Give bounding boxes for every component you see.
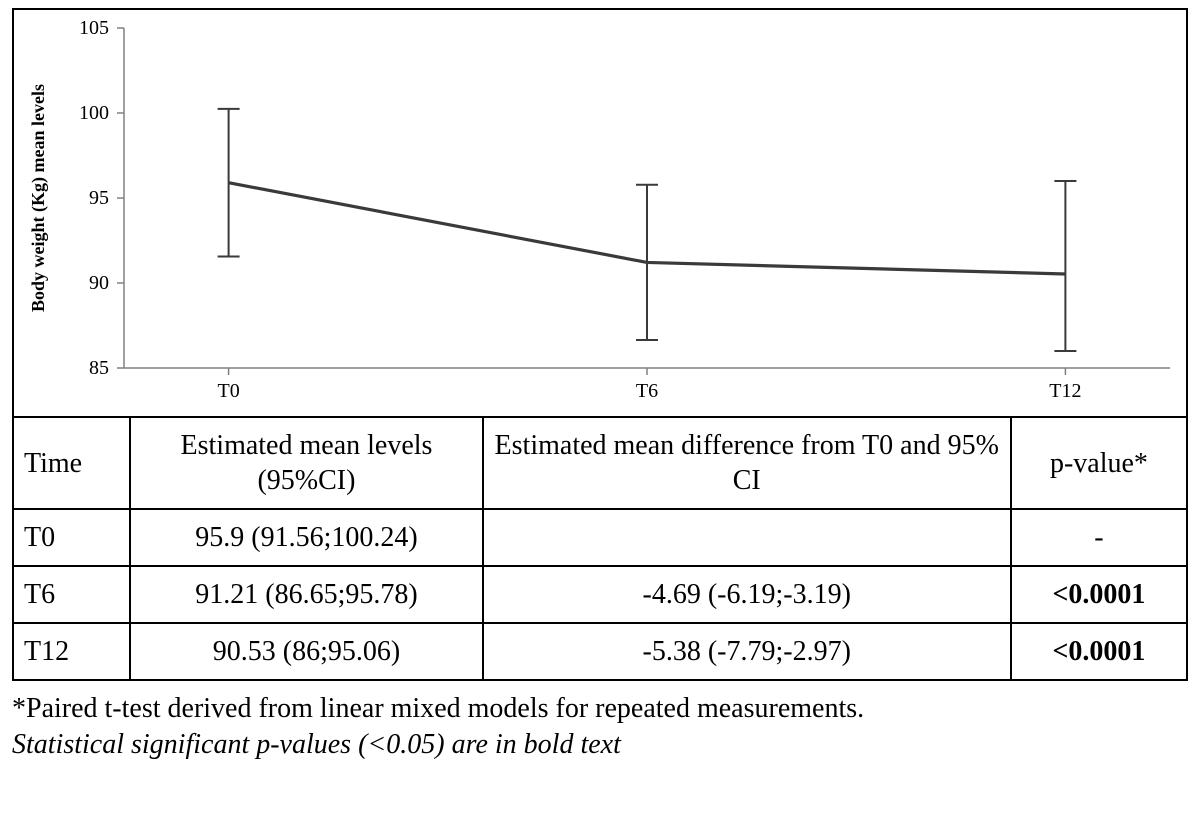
svg-text:100: 100 (79, 102, 109, 124)
cell-diff (483, 509, 1011, 566)
cell-pvalue: - (1011, 509, 1187, 566)
cell-diff: -4.69 (-6.19;-3.19) (483, 566, 1011, 623)
bodyweight-chart: 85 90 95 100 105 T0 T6 T12 Body weight (Kg) mean… (12, 8, 1188, 416)
svg-text:T6: T6 (636, 380, 658, 402)
svg-text:105: 105 (79, 17, 109, 39)
cell-time: T6 (13, 566, 130, 623)
table-header-row: Time Estimated mean levels (95%CI) Estim… (13, 417, 1187, 509)
footnote-line2: Statistical significant p-values (<0.05)… (12, 727, 1188, 763)
col-meandiff-header: Estimated mean difference from T0 and 95… (483, 417, 1011, 509)
svg-text:95: 95 (89, 187, 109, 209)
footnote-line1: *Paired t-test derived from linear mixed… (12, 691, 1188, 727)
svg-text:Body weight (Kg) mean levels: Body weight (Kg) mean levels (28, 84, 49, 312)
results-table: Time Estimated mean levels (95%CI) Estim… (12, 416, 1188, 681)
svg-text:85: 85 (89, 357, 109, 379)
cell-pvalue: <0.0001 (1011, 566, 1187, 623)
col-meanlevels-header: Estimated mean levels (95%CI) (130, 417, 482, 509)
cell-mean: 90.53 (86;95.06) (130, 623, 482, 680)
cell-mean: 95.9 (91.56;100.24) (130, 509, 482, 566)
cell-time: T12 (13, 623, 130, 680)
table-row: T095.9 (91.56;100.24) - (13, 509, 1187, 566)
cell-time: T0 (13, 509, 130, 566)
col-time-header: Time (13, 417, 130, 509)
cell-diff: -5.38 (-7.79;-2.97) (483, 623, 1011, 680)
cell-mean: 91.21 (86.65;95.78) (130, 566, 482, 623)
table-row: T691.21 (86.65;95.78)-4.69 (-6.19;-3.19)… (13, 566, 1187, 623)
cell-pvalue: <0.0001 (1011, 623, 1187, 680)
svg-text:T12: T12 (1049, 380, 1081, 402)
chart-svg: 85 90 95 100 105 T0 T6 T12 Body weight (Kg) mean… (14, 10, 1190, 418)
footnote: *Paired t-test derived from linear mixed… (12, 691, 1188, 764)
table-row: T1290.53 (86;95.06)-5.38 (-7.79;-2.97)<0… (13, 623, 1187, 680)
col-pvalue-header: p-value* (1011, 417, 1187, 509)
svg-text:T0: T0 (217, 380, 239, 402)
svg-text:90: 90 (89, 272, 109, 294)
